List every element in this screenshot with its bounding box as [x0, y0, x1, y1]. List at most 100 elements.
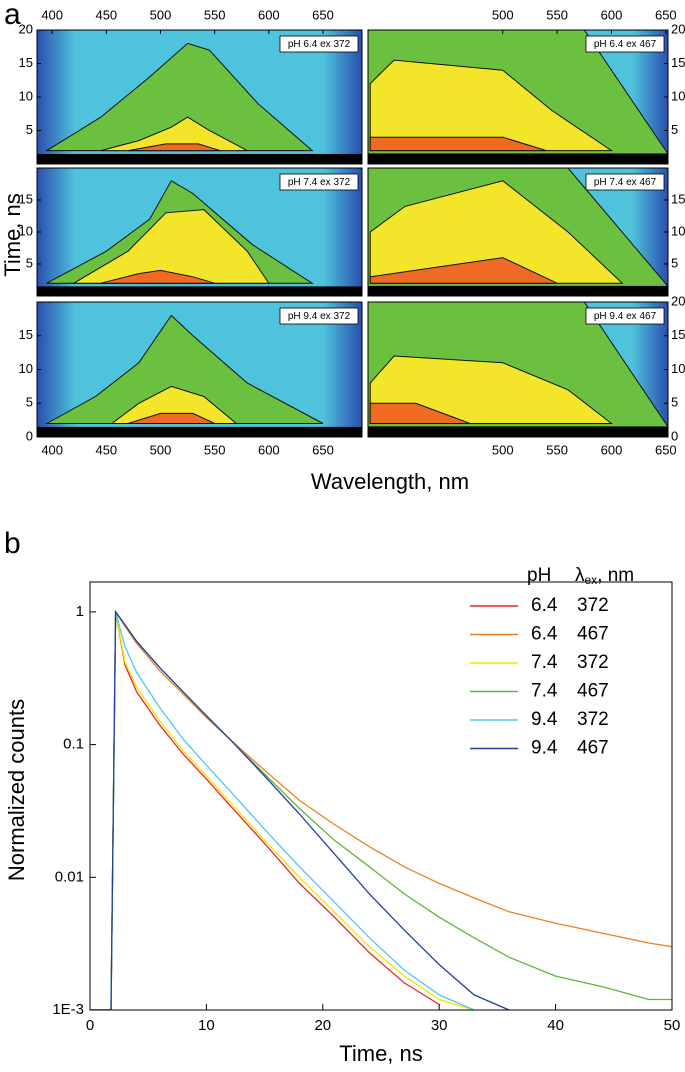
- legend-label: 9.4: [531, 738, 558, 759]
- baseline-band: [368, 153, 668, 164]
- y-tick-label: 15: [671, 55, 685, 70]
- x-tick-label: 550: [204, 7, 226, 22]
- x-tick-label: 500: [150, 442, 172, 457]
- contour-panel: [37, 30, 362, 164]
- panel-title: pH 6.4 ex 372: [288, 39, 351, 50]
- baseline-band: [37, 426, 362, 437]
- contour-region: [369, 355, 613, 424]
- y-tick-label: 5: [671, 395, 678, 410]
- baseline-band: [368, 286, 668, 296]
- x-tick-label: 650: [655, 7, 677, 22]
- contour-region: [369, 257, 558, 284]
- legend-label: 7.4: [531, 681, 558, 702]
- series-line: [90, 611, 475, 1010]
- plot-frame: [89, 581, 673, 1011]
- y-tick-label: 10: [671, 223, 685, 238]
- legend-label: 467: [577, 681, 609, 702]
- contour-region: [369, 180, 624, 284]
- x-tick-label: 450: [95, 442, 117, 457]
- y-tick-label: 1: [76, 603, 84, 620]
- legend-label: 9.4: [531, 709, 558, 730]
- plot-area: [90, 609, 672, 1010]
- y-tick-label: 20: [19, 21, 33, 36]
- baseline-band: [37, 286, 362, 296]
- series-line: [90, 611, 475, 1010]
- y-tick-label: 5: [671, 255, 678, 270]
- panel-title-box: [279, 307, 359, 325]
- y-tick-label: 5: [26, 395, 33, 410]
- series-line: [90, 609, 510, 1010]
- panel-letter: a: [4, 0, 21, 31]
- y-tick-label: 20: [671, 293, 685, 308]
- panel-title-box: [585, 307, 665, 325]
- legend-label: 6.4: [531, 624, 558, 645]
- x-tick-label: 400: [41, 442, 63, 457]
- y-tick-label: 0: [671, 428, 678, 443]
- baseline-band: [37, 153, 362, 164]
- x-tick-label: 400: [41, 7, 63, 22]
- x-tick-label: 650: [655, 442, 677, 457]
- contour-region: [44, 314, 324, 424]
- y-tick-label: 15: [671, 191, 685, 206]
- contour-region: [369, 59, 614, 152]
- panel-title: pH 9.4 ex 372: [288, 311, 351, 322]
- legend-label: 372: [577, 595, 609, 616]
- legend-header-part: , nm: [597, 565, 634, 586]
- contour-region: [71, 209, 270, 284]
- x-tick-label: 600: [258, 7, 280, 22]
- y-tick-label: 15: [19, 191, 33, 206]
- panel-title: pH 7.4 ex 372: [288, 177, 351, 188]
- contour-region: [45, 42, 314, 152]
- panel-title-box: [279, 173, 359, 191]
- y-axis-title: Time, ns: [0, 193, 25, 277]
- y-tick-label: 5: [26, 122, 33, 137]
- x-tick-label: 650: [312, 7, 334, 22]
- x-tick-label: 50: [664, 1017, 681, 1034]
- x-tick-label: 10: [198, 1017, 215, 1034]
- x-tick-label: 40: [547, 1017, 564, 1034]
- legend-header-part: ex: [585, 573, 598, 587]
- legend-header: λex, nm: [575, 565, 634, 587]
- contour-region: [127, 143, 221, 152]
- panel-title: pH 6.4 ex 467: [594, 39, 657, 50]
- contour-region: [369, 136, 547, 152]
- y-tick-label: 15: [671, 327, 685, 342]
- legend-label: 467: [577, 738, 609, 759]
- panel-title-box: [585, 173, 665, 191]
- baseline-band: [368, 426, 668, 437]
- x-tick-label: 600: [601, 7, 623, 22]
- legend-label: 7.4: [531, 652, 558, 673]
- contour-region: [100, 116, 248, 152]
- x-tick-label: 550: [546, 7, 568, 22]
- x-tick-label: 650: [312, 442, 334, 457]
- panel-title: pH 7.4 ex 467: [594, 177, 657, 188]
- x-axis-title: Time, ns: [339, 1041, 423, 1066]
- y-tick-label: 20: [671, 21, 685, 36]
- y-tick-label: 10: [19, 88, 33, 103]
- x-tick-label: 600: [601, 442, 623, 457]
- x-tick-label: 0: [86, 1017, 94, 1034]
- contour-region: [110, 385, 238, 424]
- y-tick-label: 0: [26, 428, 33, 443]
- y-tick-label: 15: [19, 55, 33, 70]
- panel-title-box: [585, 35, 665, 53]
- legend-label: 372: [577, 652, 609, 673]
- y-tick-label: 0.1: [63, 736, 84, 753]
- y-tick-label: 15: [19, 327, 33, 342]
- contour-region: [369, 402, 471, 424]
- x-axis-title: Wavelength, nm: [311, 469, 469, 494]
- panel-title-box: [279, 35, 359, 53]
- y-tick-label: 10: [19, 361, 33, 376]
- contour-panel: [37, 302, 362, 437]
- legend-label: 467: [577, 624, 609, 645]
- legend-label: 372: [577, 709, 609, 730]
- x-tick-label: 550: [546, 442, 568, 457]
- x-tick-label: 500: [492, 7, 514, 22]
- y-tick-label: 0.01: [55, 868, 84, 885]
- y-tick-label: 10: [671, 88, 685, 103]
- y-tick-label: 5: [26, 255, 33, 270]
- x-tick-label: 450: [95, 7, 117, 22]
- y-tick-label: 10: [19, 223, 33, 238]
